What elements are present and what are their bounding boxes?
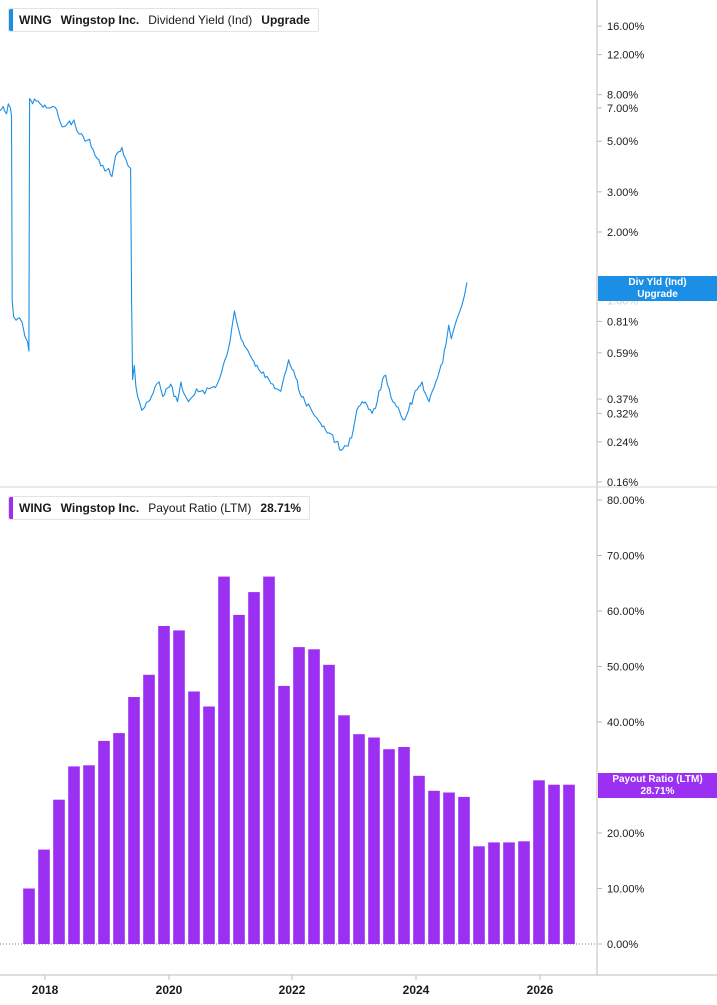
payout-ratio-bar	[503, 842, 515, 944]
payout-ratio-bar	[443, 792, 455, 944]
payout-ratio-bar	[113, 733, 125, 944]
x-tick-label: 2026	[527, 983, 554, 997]
y-tick-label: 0.59%	[607, 348, 638, 360]
payout-ratio-bar	[518, 841, 530, 944]
dividend-yield-value-flag: Div Yld (Ind) Upgrade	[598, 276, 717, 301]
payout-ratio-bar	[548, 784, 560, 944]
y-tick-label: 0.37%	[607, 394, 638, 406]
y-tick-label: 0.16%	[607, 477, 638, 489]
legend-ticker: WING	[19, 501, 52, 515]
payout-ratio-plot	[0, 576, 597, 945]
payout-ratio-legend[interactable]: WING Wingstop Inc. Payout Ratio (LTM) 28…	[8, 496, 311, 520]
x-tick-label: 2018	[32, 983, 59, 997]
payout-ratio-y-axis: 0.00% 10.00% 20.00% 70.00% 60.00% 50.00% 40.00…	[597, 495, 645, 951]
payout-ratio-bar	[143, 674, 155, 944]
y-tick-label: 0.24%	[607, 437, 638, 449]
dividend-yield-legend-swatch	[9, 9, 13, 31]
dividend-yield-y-axis: 16.00% 12.00% 8.00%7.00% 5.00% 3.00% 2.00% 0.8…	[597, 21, 645, 489]
payout-ratio-bar	[173, 630, 185, 944]
x-axis: 2018 2020 2022 2024 2026	[32, 975, 554, 997]
payout-ratio-bar	[398, 747, 410, 944]
axis-frame	[0, 0, 717, 976]
y-tick-label: 5.00%	[607, 136, 638, 148]
payout-ratio-bar	[338, 715, 350, 944]
payout-ratio-bar	[458, 796, 470, 944]
y-tick-label: 0.00%	[607, 939, 638, 951]
y-tick-label: 60.00%	[607, 606, 645, 618]
payout-ratio-bar	[353, 734, 365, 944]
flag-value: 28.71%	[640, 786, 675, 797]
payout-ratio-bar	[158, 626, 170, 944]
dividend-yield-line	[0, 97, 468, 452]
dividend-yield-plot	[0, 97, 468, 452]
x-tick-label: 2024	[403, 983, 430, 997]
dividend-yield-legend[interactable]: WING Wingstop Inc. Dividend Yield (Ind) …	[8, 8, 319, 32]
y-tick-label: 70.00%	[607, 551, 645, 563]
payout-ratio-value-flag: Payout Ratio (LTM) 28.71%	[598, 773, 717, 798]
flag-label: Payout Ratio (LTM)	[612, 774, 703, 785]
payout-ratio-bar	[533, 780, 545, 944]
payout-ratio-bar	[263, 576, 275, 944]
flag-value: Upgrade	[637, 289, 678, 300]
y-tick-label: 16.00%	[607, 21, 645, 33]
payout-ratio-bar	[383, 749, 395, 944]
payout-ratio-bar	[278, 685, 290, 944]
y-tick-label: 20.00%	[607, 828, 645, 840]
y-tick-label: 50.00%	[607, 662, 645, 674]
y-tick-label: 0.81%	[607, 316, 638, 328]
y-tick-label: 80.00%	[607, 495, 645, 507]
legend-metric: Dividend Yield (Ind)	[148, 13, 253, 27]
y-tick-label: 2.00%	[607, 227, 638, 239]
payout-ratio-bar	[248, 592, 260, 944]
legend-value[interactable]: Upgrade	[261, 13, 310, 27]
payout-ratio-bar	[563, 784, 575, 944]
y-tick-label: 8.00%	[607, 90, 638, 102]
payout-ratio-bar	[368, 737, 380, 944]
payout-ratio-bar	[233, 614, 245, 944]
legend-ticker: WING	[19, 13, 52, 27]
payout-ratio-bar	[38, 849, 50, 944]
legend-value: 28.71%	[260, 501, 302, 515]
payout-ratio-bar	[83, 765, 95, 944]
payout-ratio-bar	[488, 842, 500, 944]
payout-ratio-bar	[293, 647, 305, 944]
payout-ratio-legend-swatch	[9, 497, 13, 519]
y-tick-label: 10.00%	[607, 884, 645, 896]
y-tick-label: 0.32%	[607, 408, 638, 420]
y-tick-label: 40.00%	[607, 717, 645, 729]
payout-ratio-bar	[473, 846, 485, 944]
legend-metric: Payout Ratio (LTM)	[148, 501, 252, 515]
payout-ratio-bar	[98, 740, 110, 944]
payout-ratio-bar	[428, 790, 440, 944]
y-tick-label: 7.00%	[607, 103, 638, 115]
payout-ratio-bar	[308, 649, 320, 944]
payout-ratio-bar	[68, 766, 80, 944]
payout-ratio-bar	[128, 697, 140, 944]
flag-label: Div Yld (Ind)	[628, 277, 687, 288]
x-tick-label: 2020	[156, 983, 183, 997]
x-tick-label: 2022	[279, 983, 306, 997]
payout-ratio-bar	[53, 799, 65, 944]
payout-ratio-bar	[203, 706, 215, 944]
payout-ratio-bar	[23, 888, 35, 944]
payout-ratio-bar	[323, 664, 335, 944]
legend-company: Wingstop Inc.	[60, 501, 140, 515]
payout-ratio-bar	[413, 775, 425, 944]
payout-ratio-bar	[188, 691, 200, 944]
y-tick-label: 3.00%	[607, 187, 638, 199]
legend-company: Wingstop Inc.	[60, 13, 140, 27]
y-tick-label: 12.00%	[607, 50, 645, 62]
payout-ratio-bar	[218, 576, 230, 944]
